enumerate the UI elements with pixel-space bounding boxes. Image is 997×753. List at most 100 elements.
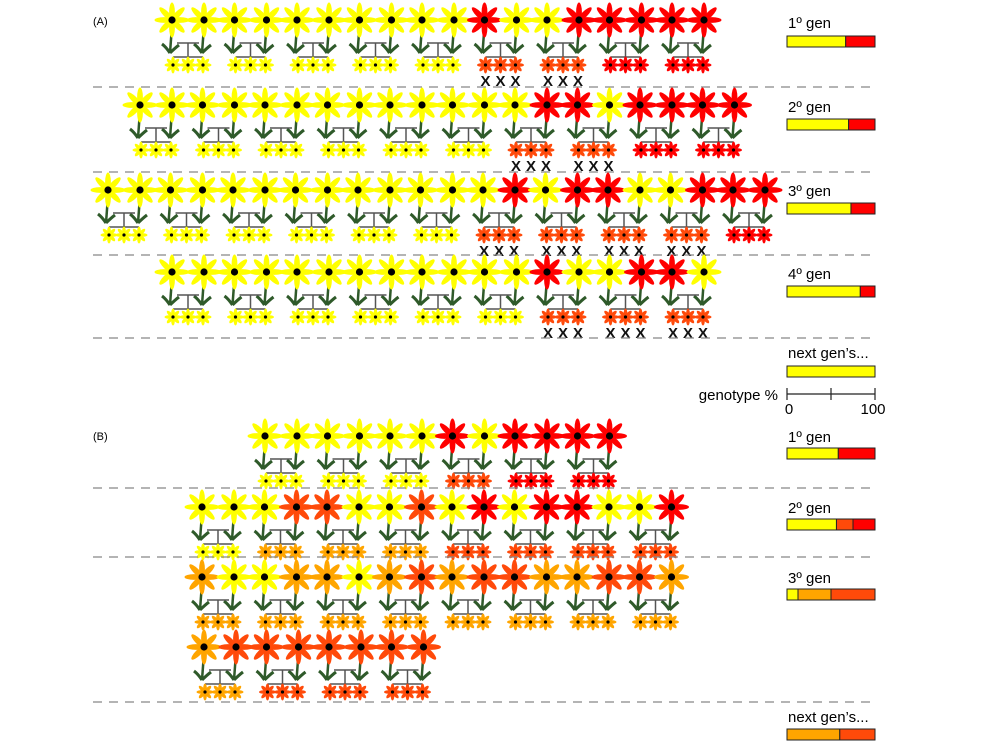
offspring-flower: [678, 226, 695, 244]
parent-flower: [186, 629, 222, 682]
leaf: [449, 459, 461, 471]
leaf: [598, 294, 609, 306]
flower-center: [698, 101, 707, 109]
leaf: [293, 600, 305, 612]
parent-flower: [592, 418, 627, 471]
offspring-flower: [350, 226, 368, 244]
leaf: [566, 458, 577, 470]
flower-center: [385, 503, 394, 511]
leaf: [379, 458, 390, 470]
panel-label: (A): [93, 16, 108, 28]
leaf: [604, 213, 616, 225]
flower-center: [668, 16, 676, 24]
offspring-flower: [335, 141, 352, 159]
lethal-x-mark: X: [495, 73, 505, 90]
offspring-flower: [664, 308, 682, 326]
offspring-flower: [367, 56, 384, 74]
flower-center: [498, 315, 503, 319]
leaf: [380, 669, 391, 681]
leaf: [263, 43, 275, 55]
flower-center: [233, 690, 237, 694]
flower-center: [279, 148, 283, 152]
offspring-flower: [474, 543, 492, 561]
parent-flower: [622, 559, 657, 612]
flower-center: [636, 101, 644, 109]
offspring-flower: [413, 226, 430, 244]
flower-center: [294, 148, 298, 152]
offspring-flower: [100, 226, 118, 244]
offspring-flower: [663, 226, 680, 244]
offspring-flower: [460, 141, 477, 159]
leaf: [318, 42, 329, 54]
offspring-flower: [428, 226, 445, 244]
flower-center: [528, 620, 533, 624]
offspring-flower: [445, 472, 462, 490]
leaf: [388, 670, 400, 682]
lethal-x-mark: X: [605, 325, 615, 342]
generation-2: [184, 489, 876, 561]
flower-center: [418, 16, 426, 24]
offspring-flower: [444, 308, 462, 326]
flower-center: [262, 16, 271, 24]
flower-center: [543, 268, 551, 276]
flower-center: [482, 233, 486, 237]
flower-center: [417, 573, 426, 581]
leaf: [575, 43, 587, 55]
leaf: [418, 530, 430, 542]
flower-center: [420, 690, 425, 694]
offspring-flower: [725, 226, 743, 244]
leaf: [448, 530, 460, 542]
leaf: [318, 294, 329, 306]
genotype-bar-segment: [786, 35, 847, 48]
flower-center: [512, 233, 516, 237]
flower-center: [732, 233, 736, 237]
offspring-flower: [334, 613, 352, 631]
mating-pair: [622, 559, 689, 631]
flower-center: [248, 315, 253, 319]
flower-center: [292, 503, 301, 511]
leaf: [729, 213, 741, 225]
flower-center: [638, 620, 643, 624]
genotype-bar-segment: [835, 518, 854, 531]
parent-flower: [686, 254, 722, 307]
leaf: [691, 212, 702, 224]
offspring-flower: [350, 472, 367, 490]
flower-center: [404, 479, 408, 483]
parent-flower: [154, 254, 190, 307]
parent-flower: [340, 172, 376, 225]
flower-center: [262, 233, 266, 237]
flower-center: [668, 101, 676, 109]
offspring-flower: [507, 141, 525, 159]
offspring-flower: [399, 683, 416, 701]
flower-center: [403, 620, 408, 624]
offspring-flower: [632, 543, 649, 561]
mating-pair: [184, 489, 252, 561]
flower-center: [341, 620, 345, 624]
offspring-flower: [349, 613, 367, 631]
flower-center: [604, 186, 612, 194]
leaf: [568, 42, 579, 54]
flower-center: [511, 432, 519, 440]
leaf: [536, 458, 547, 470]
parent-flower: [343, 629, 379, 682]
leaf: [316, 127, 327, 139]
offspring-flower: [414, 683, 431, 701]
leaf: [129, 212, 140, 224]
leaf: [566, 212, 577, 224]
flower-center: [387, 233, 391, 237]
flower-center: [218, 690, 222, 694]
flower-center: [418, 101, 426, 109]
flower-center: [263, 620, 268, 624]
offspring-flower: [600, 226, 618, 244]
offspring-flower: [397, 543, 414, 561]
flower-center: [451, 63, 455, 67]
offspring-flower: [537, 543, 554, 561]
parent-flower: [466, 559, 502, 612]
flower-center: [355, 503, 363, 511]
flower-center: [606, 479, 611, 483]
offspring-flower: [130, 226, 148, 244]
